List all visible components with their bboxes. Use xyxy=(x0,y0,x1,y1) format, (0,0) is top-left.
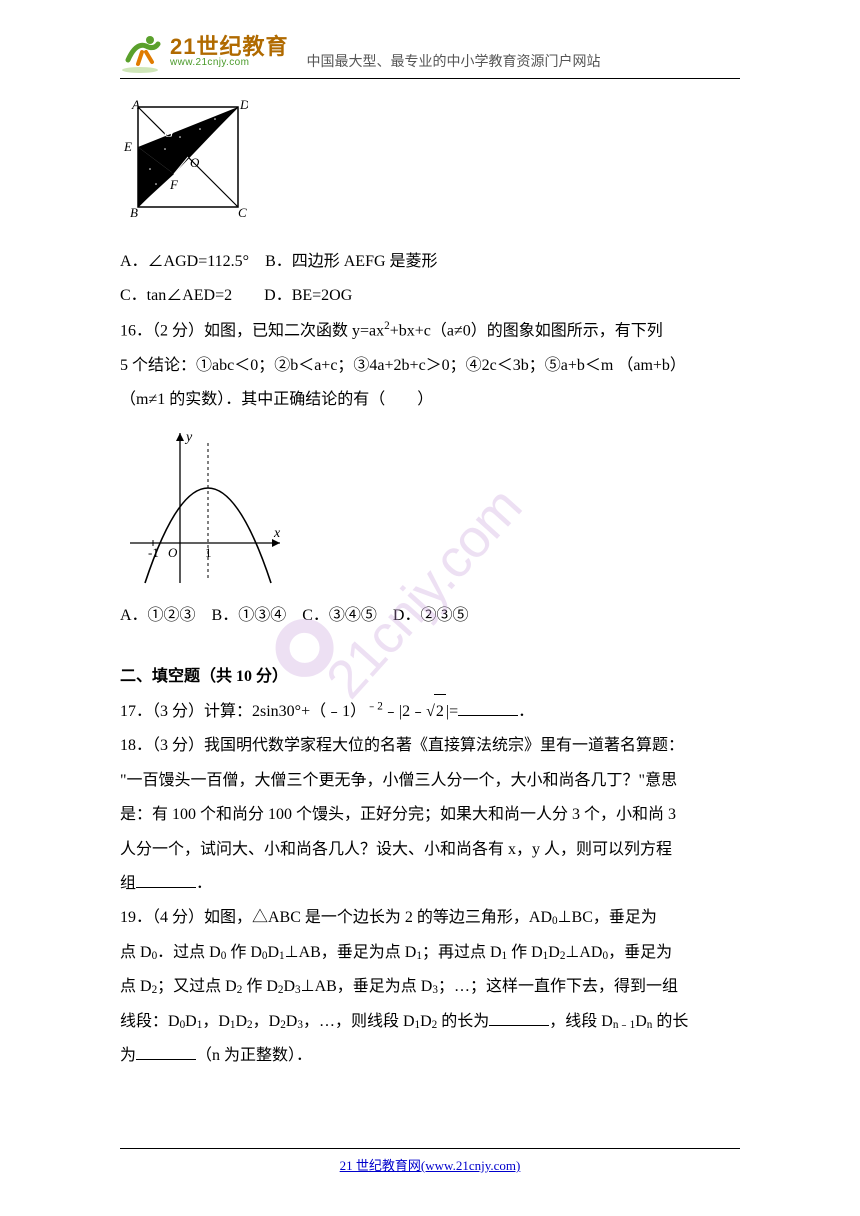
q17-post: |= xyxy=(446,703,458,720)
t: ，线段 D xyxy=(549,1013,613,1030)
t: ⊥AB，垂足为点 D xyxy=(285,944,417,961)
header-tagline: 中国最大型、最专业的中小学教育资源门户网站 xyxy=(306,51,600,74)
parabola-y: y xyxy=(184,430,193,445)
q16-line3: （m≠1 的实数）．其中正确结论的有（ ） xyxy=(120,383,740,417)
page-footer: 21 世纪教育网(www.21cnjy.com) xyxy=(120,1148,740,1174)
q18-l4: 人分一个，试问大、小和尚各几人？设大、小和尚各有 x，y 人，则可以列方程 xyxy=(120,833,740,867)
q19-l2: 点 D0．过点 D0 作 D0D1⊥AB，垂足为点 D1；再过点 D1 作 D1… xyxy=(120,936,740,970)
logo-runner-icon xyxy=(120,30,166,74)
q17-blank xyxy=(458,700,518,716)
parabola-x: x xyxy=(273,526,281,541)
t: D xyxy=(635,1013,647,1030)
parabola-neg1: -1 xyxy=(148,545,159,560)
footer-site-name[interactable]: 21 世纪教育网 xyxy=(340,1158,421,1173)
s: n﹣1 xyxy=(613,1019,635,1031)
q19-l4: 线段：D0D1，D1D2，D2D3，…，则线段 D1D2 的长为，线段 Dn﹣1… xyxy=(120,1005,740,1039)
q17-mid: ﹣|2﹣ xyxy=(383,703,426,720)
q16-options: A．①②③ B．①③④ C．③④⑤ D．②③⑤ xyxy=(120,599,740,633)
t: 点 D xyxy=(120,944,152,961)
t: ，垂足为 xyxy=(608,944,672,961)
logo-domain-text: www.21cnjy.com xyxy=(170,58,288,68)
q19-l5: 为 （n 为正整数）． xyxy=(120,1039,740,1073)
q17-line: 17．（3 分）计算：2sin30°+（﹣1）﹣2﹣|2﹣√2|=． xyxy=(120,694,740,729)
q17-period: ． xyxy=(518,703,534,720)
parabola-pos1: 1 xyxy=(205,545,212,560)
q19-l1a: 19．（4 分）如图，△ABC 是一个边长为 2 的等边三角形，AD xyxy=(120,909,552,926)
label-G: G xyxy=(164,125,174,140)
q19-blank2 xyxy=(136,1044,196,1060)
t: D xyxy=(283,978,295,995)
q19-l1: 19．（4 分）如图，△ABC 是一个边长为 2 的等边三角形，AD0⊥BC，垂… xyxy=(120,901,740,935)
t: 作 D xyxy=(507,944,543,961)
t: ⊥AD xyxy=(565,944,602,961)
t: 为 xyxy=(120,1047,136,1064)
t: ，D xyxy=(202,1013,230,1030)
t: D xyxy=(286,1013,298,1030)
t: ；又过点 D xyxy=(157,978,237,995)
q18-period: ． xyxy=(196,875,212,892)
q18-l2: "一百馒头一百僧，大僧三个更无争，小僧三人分一个，大小和尚各几丁？"意思 xyxy=(120,764,740,798)
q15-geometry-figure: A D B C E G F O xyxy=(120,99,248,239)
brand-logo: 21世纪教育 www.21cnjy.com xyxy=(120,30,288,74)
page: 21世纪教育 www.21cnjy.com 中国最大型、最专业的中小学教育资源门… xyxy=(0,0,860,1133)
parabola-O: O xyxy=(168,545,178,560)
q18-l5-text: 组 xyxy=(120,875,136,892)
label-B: B xyxy=(130,205,138,220)
q16-parabola-figure: -1 1 O x y xyxy=(120,423,290,593)
q16-mid1: +bx+c（a≠0）的图象如图所示，有下列 xyxy=(390,322,663,339)
q15-optC: C．tan∠AED=2 xyxy=(120,287,232,304)
q15-options-row1: A．∠AGD=112.5° B．四边形 AEFG 是菱形 xyxy=(120,245,740,279)
page-header: 21世纪教育 www.21cnjy.com 中国最大型、最专业的中小学教育资源门… xyxy=(120,30,740,79)
t: ，D xyxy=(253,1013,281,1030)
logo-text: 21世纪教育 www.21cnjy.com xyxy=(170,36,288,68)
q17-exp: ﹣2 xyxy=(366,701,383,713)
q18-l5: 组． xyxy=(120,867,740,901)
label-C: C xyxy=(238,205,247,220)
t: D xyxy=(420,1013,432,1030)
label-D: D xyxy=(239,99,248,112)
t: D xyxy=(267,944,279,961)
t: 线段：D xyxy=(120,1013,180,1030)
t: 作 D xyxy=(226,944,262,961)
t: 点 D xyxy=(120,978,152,995)
logo-cn-text: 21世纪教育 xyxy=(170,36,288,58)
t: ；再过点 D xyxy=(422,944,502,961)
q19-l1b: ⊥BC，垂足为 xyxy=(558,909,657,926)
section2-title: 二、填空题（共 10 分） xyxy=(120,660,740,694)
content-body: A D B C E G F O A．∠AGD=112.5° B．四边形 AEFG… xyxy=(120,99,740,1073)
t: D xyxy=(185,1013,197,1030)
label-F: F xyxy=(169,177,179,192)
q15-options-row2: C．tan∠AED=2 D．BE=2OG xyxy=(120,279,740,313)
q16-prefix: 16．（2 分）如图，已知二次函数 y=ax xyxy=(120,322,384,339)
q16-line1: 16．（2 分）如图，已知二次函数 y=ax2+bx+c（a≠0）的图象如图所示… xyxy=(120,314,740,349)
q18-blank xyxy=(136,872,196,888)
q15-optA: A．∠AGD=112.5° xyxy=(120,253,249,270)
q15-optD: D．BE=2OG xyxy=(264,287,352,304)
footer-url[interactable]: (www.21cnjy.com) xyxy=(421,1158,520,1173)
t: 作 D xyxy=(242,978,278,995)
q18-l3: 是：有 100 个和尚分 100 个馒头，正好分完；如果大和尚一人分 3 个，小… xyxy=(120,798,740,832)
t: ；…；这样一直作下去，得到一组 xyxy=(438,978,678,995)
t: 的长为 xyxy=(437,1013,489,1030)
q19-blank1 xyxy=(489,1010,549,1026)
q17-pre: 17．（3 分）计算：2sin30°+（﹣1） xyxy=(120,703,366,720)
t: ，…，则线段 D xyxy=(303,1013,415,1030)
t: 的长 xyxy=(652,1013,688,1030)
q17-radicand: 2 xyxy=(434,694,446,729)
t: D xyxy=(548,944,560,961)
label-E: E xyxy=(123,139,132,154)
t: （n 为正整数）． xyxy=(196,1047,312,1064)
q19-l3: 点 D2；又过点 D2 作 D2D3⊥AB，垂足为点 D3；…；这样一直作下去，… xyxy=(120,970,740,1004)
q16-line2: 5 个结论：①abc＜0；②b＜a+c；③4a+2b+c＞0；④2c＜3b；⑤a… xyxy=(120,349,740,383)
t: D xyxy=(235,1013,247,1030)
label-A: A xyxy=(131,99,140,112)
t: ⊥AB，垂足为点 D xyxy=(301,978,433,995)
label-O: O xyxy=(190,155,200,170)
q15-optB: B．四边形 AEFG 是菱形 xyxy=(265,253,437,270)
t: ．过点 D xyxy=(157,944,221,961)
q18-l1: 18．（3 分）我国明代数学家程大位的名著《直接算法统宗》里有一道著名算题： xyxy=(120,729,740,763)
